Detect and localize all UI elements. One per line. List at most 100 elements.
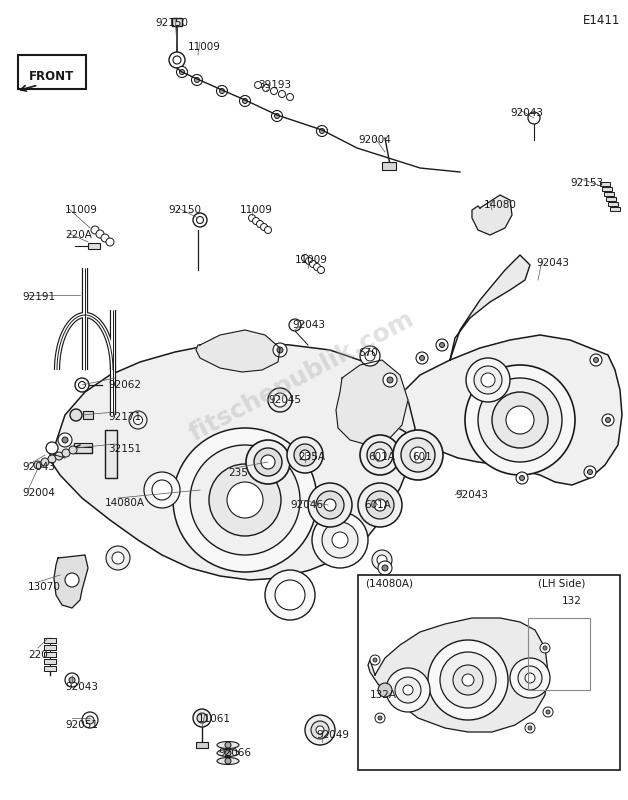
Circle shape [543,646,547,650]
Circle shape [278,90,286,98]
Circle shape [543,707,553,717]
Polygon shape [450,255,530,360]
Circle shape [263,85,269,91]
Text: 92043: 92043 [22,462,55,472]
Circle shape [378,561,392,575]
Circle shape [414,454,426,466]
Circle shape [602,414,614,426]
Circle shape [217,86,227,97]
Circle shape [112,552,124,564]
Bar [44,638,56,643]
Circle shape [352,412,368,428]
Circle shape [252,218,259,225]
Bar [172,18,182,26]
Circle shape [69,677,75,683]
Circle shape [316,726,324,734]
Circle shape [69,446,77,454]
Circle shape [173,56,181,64]
Circle shape [373,658,377,662]
Circle shape [286,94,293,101]
Circle shape [225,742,231,748]
Circle shape [144,472,180,508]
Circle shape [317,126,327,137]
Circle shape [63,561,77,575]
Circle shape [313,263,320,270]
Text: 92062: 92062 [108,380,141,390]
Circle shape [34,461,42,469]
Circle shape [378,716,382,720]
Circle shape [322,522,358,558]
Text: E1411: E1411 [583,14,620,27]
Bar [83,411,93,419]
Circle shape [519,475,524,481]
Circle shape [305,258,313,265]
Text: 92066: 92066 [218,748,251,758]
Text: 132: 132 [562,596,582,606]
Circle shape [478,378,562,462]
Text: 92045: 92045 [268,395,301,405]
Circle shape [360,435,400,475]
Circle shape [242,98,247,103]
Text: 220A: 220A [65,230,92,240]
Circle shape [418,458,423,462]
Circle shape [96,230,104,238]
Circle shape [239,95,251,106]
Text: 32151: 32151 [108,444,141,454]
Bar [358,575,620,770]
Circle shape [225,750,231,756]
Circle shape [48,455,56,463]
Polygon shape [368,618,548,732]
Circle shape [62,437,68,443]
Polygon shape [390,335,622,485]
Text: 13070: 13070 [28,582,61,592]
Text: 92004: 92004 [22,488,55,498]
Text: 92150: 92150 [168,205,201,215]
Text: (14080A): (14080A) [365,578,413,588]
Circle shape [506,406,534,434]
Text: 670: 670 [358,348,378,358]
Circle shape [65,673,79,687]
Circle shape [525,723,535,733]
Polygon shape [336,360,408,445]
Circle shape [268,388,292,412]
Bar [528,618,590,690]
Circle shape [152,480,172,500]
Text: 132A: 132A [370,690,397,700]
Text: 235A: 235A [298,452,325,462]
Circle shape [436,339,448,351]
Circle shape [367,442,393,468]
Circle shape [106,546,130,570]
Circle shape [75,378,89,392]
Circle shape [190,445,300,555]
Circle shape [46,442,58,454]
Circle shape [492,392,548,448]
Bar [44,652,56,657]
Circle shape [261,223,268,230]
Circle shape [403,685,413,695]
Circle shape [540,643,550,653]
Text: 92043: 92043 [455,490,488,500]
Text: FRONT: FRONT [30,70,75,82]
Circle shape [254,82,261,89]
Bar [606,197,616,201]
Text: 92049: 92049 [316,730,349,740]
Circle shape [377,555,387,565]
Circle shape [249,214,256,222]
Circle shape [410,447,426,463]
Text: 14080A: 14080A [105,498,145,508]
Text: 92004: 92004 [358,135,391,145]
Circle shape [360,346,380,366]
Circle shape [197,713,207,723]
Circle shape [180,70,185,74]
Circle shape [275,580,305,610]
Circle shape [129,411,147,429]
Bar [608,202,618,206]
Bar [44,659,56,664]
Circle shape [593,358,598,362]
Circle shape [590,354,602,366]
Circle shape [273,343,287,357]
Circle shape [305,715,335,745]
Circle shape [261,455,275,469]
Circle shape [58,433,72,447]
Circle shape [453,665,483,695]
